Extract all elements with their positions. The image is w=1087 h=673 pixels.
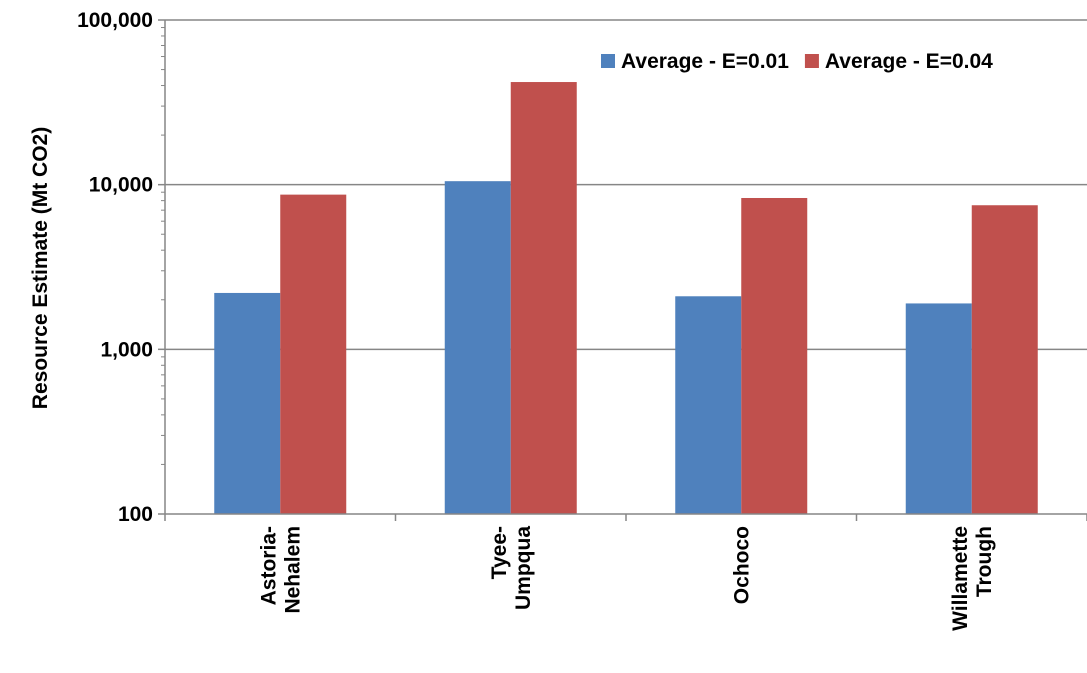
x-category-label: Astoria- xyxy=(257,526,280,605)
x-category-label: Umpqua xyxy=(512,526,535,610)
legend-label: Average - E=0.01 xyxy=(621,50,789,73)
bar xyxy=(675,296,742,514)
legend: Average - E=0.01 Average - E=0.04 xyxy=(601,50,993,73)
bars xyxy=(214,82,1038,515)
bar xyxy=(971,205,1038,514)
y-tick-label: 1,000 xyxy=(100,338,153,361)
x-category-label: Nehalem xyxy=(281,526,304,614)
bar xyxy=(741,197,808,514)
x-category-label: Willamette xyxy=(949,526,972,631)
x-category-label: Ochoco xyxy=(730,526,753,604)
bar xyxy=(280,194,347,514)
y-tick-labels: 100 1,000 10,000 100,000 xyxy=(77,9,153,526)
legend-swatch xyxy=(804,54,819,68)
y-tick-label: 100,000 xyxy=(77,9,153,32)
y-axis-title: Resource Estimate (Mt CO2) xyxy=(29,127,52,409)
y-tick-label: 10,000 xyxy=(89,174,153,197)
bar xyxy=(905,303,972,514)
legend-label: Average - E=0.04 xyxy=(825,50,993,73)
y-tick-label: 100 xyxy=(118,503,153,526)
legend-swatch xyxy=(601,54,615,68)
x-category-label: Trough xyxy=(973,526,996,597)
x-category-labels: Astoria- Nehalem Tyee- Umpqua Ochoco Willamet… xyxy=(257,526,996,631)
axes xyxy=(158,19,1087,521)
bar xyxy=(444,181,511,514)
bar xyxy=(214,292,281,514)
x-category-label: Tyee- xyxy=(488,526,511,579)
bar xyxy=(510,82,577,515)
